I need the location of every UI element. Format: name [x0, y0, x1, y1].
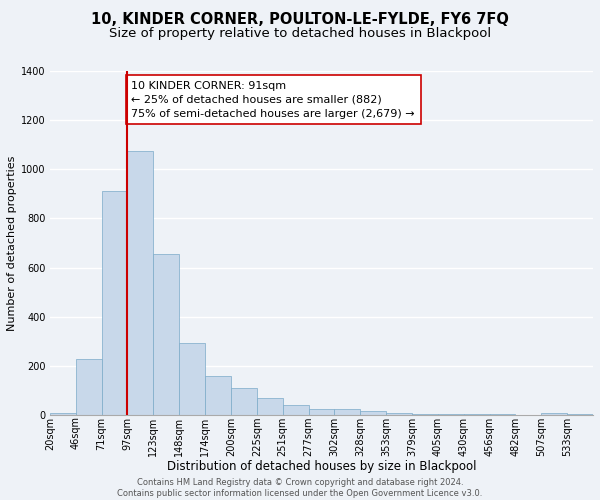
Bar: [541, 412, 567, 415]
Bar: [101, 192, 127, 415]
Text: Size of property relative to detached houses in Blackpool: Size of property relative to detached ho…: [109, 28, 491, 40]
Bar: [283, 405, 308, 415]
Bar: [205, 376, 231, 415]
Bar: [334, 409, 360, 415]
Bar: [154, 254, 179, 415]
Bar: [76, 359, 101, 415]
Y-axis label: Number of detached properties: Number of detached properties: [7, 156, 17, 330]
Bar: [438, 414, 464, 415]
Bar: [257, 398, 283, 415]
Bar: [360, 411, 386, 415]
Bar: [127, 151, 154, 415]
Bar: [231, 388, 257, 415]
Text: 10, KINDER CORNER, POULTON-LE-FYLDE, FY6 7FQ: 10, KINDER CORNER, POULTON-LE-FYLDE, FY6…: [91, 12, 509, 28]
Text: 10 KINDER CORNER: 91sqm
← 25% of detached houses are smaller (882)
75% of semi-d: 10 KINDER CORNER: 91sqm ← 25% of detache…: [131, 81, 415, 119]
Bar: [179, 342, 205, 415]
Bar: [490, 414, 515, 415]
Bar: [464, 414, 490, 415]
Bar: [567, 414, 593, 415]
Bar: [412, 414, 438, 415]
Bar: [308, 409, 334, 415]
Bar: [50, 412, 76, 415]
Text: Contains HM Land Registry data © Crown copyright and database right 2024.
Contai: Contains HM Land Registry data © Crown c…: [118, 478, 482, 498]
Bar: [386, 412, 412, 415]
X-axis label: Distribution of detached houses by size in Blackpool: Distribution of detached houses by size …: [167, 460, 476, 473]
